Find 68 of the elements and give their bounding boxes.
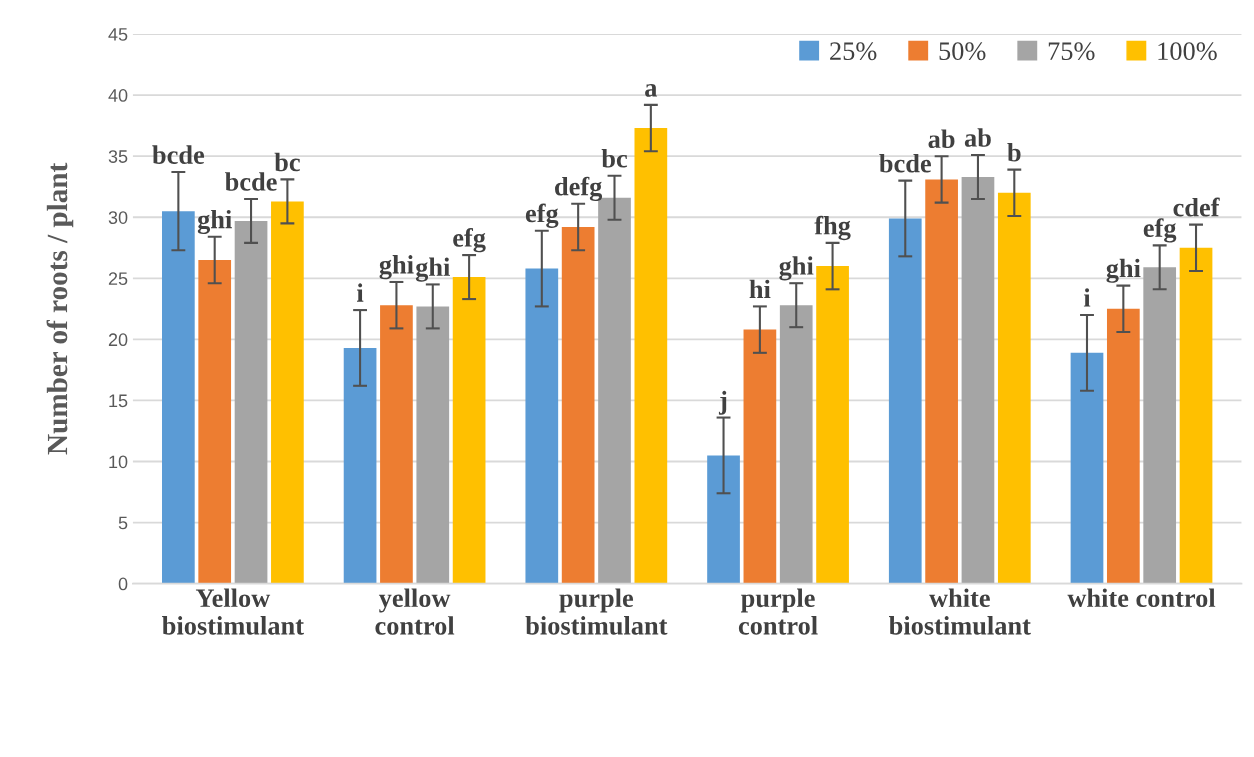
bar [343,347,377,584]
data-label: efg [453,227,486,253]
data-label: b [1007,142,1021,162]
data-label: ghi [379,255,414,280]
x-tick-label: yellow control [375,588,455,635]
x-tick-label: white biostimulant [889,588,1031,635]
data-label: cdef [1173,197,1220,217]
data-label: efg [1143,218,1177,243]
data-label: fhg [814,215,851,241]
bar [525,268,559,584]
data-label: ab [964,128,991,147]
y-tick-label: 25 [108,272,128,286]
data-label: ghi [197,209,232,235]
x-tick-label: purple biostimulant [525,588,668,635]
bar [997,192,1031,584]
data-label: ghi [415,257,450,282]
data-label: j [718,390,727,415]
x-tick-label: purple control [738,588,818,635]
x-tick-label: white control [1067,588,1216,608]
bar [925,179,958,584]
data-label: bcde [152,145,205,164]
bar [271,201,304,584]
y-tick-label: 5 [118,516,128,530]
bar [888,218,922,584]
data-label: bcde [224,172,277,191]
data-label: bcde [879,153,931,173]
bar [816,266,849,584]
bar [1143,267,1177,584]
bar [634,128,668,584]
y-tick-label: 40 [108,89,128,102]
data-label: i [357,283,364,302]
data-label: bc [274,152,300,172]
y-tick-label: 35 [108,150,128,163]
data-label: ghi [1106,258,1141,283]
bar [198,260,232,584]
data-label: hi [749,279,771,299]
bar [961,176,995,584]
bar [743,329,777,584]
bar [1106,308,1140,584]
data-label: bc [601,149,628,168]
data-label: defg [555,176,603,202]
y-tick-label: 45 [108,28,128,41]
legend-label: 25% [830,42,877,61]
bar [234,220,268,584]
data-label: ghi [779,256,814,281]
legend-label: 50% [939,42,986,61]
bar [162,211,195,584]
bar [416,306,450,584]
y-tick-label: 0 [118,577,128,591]
legend-label: 75% [1048,42,1095,61]
y-axis-title: Number of roots / plant [46,162,74,455]
y-tick-label: 15 [109,394,128,408]
bar [561,227,595,584]
bar [380,305,413,584]
data-label: a [645,84,658,97]
x-tick-label: Yellow biostimulant [162,588,304,635]
bar [1179,247,1213,584]
data-label: i [1083,288,1091,307]
y-tick-label: 30 [108,211,128,224]
data-label: ab [928,129,955,149]
y-tick-label: 20 [108,333,128,347]
bar [452,277,486,584]
data-label: efg [525,203,559,228]
bar [707,455,740,584]
legend-label: 100% [1158,42,1217,61]
y-tick-label: 10 [109,455,128,469]
bar [1070,352,1104,584]
bar [779,305,813,584]
